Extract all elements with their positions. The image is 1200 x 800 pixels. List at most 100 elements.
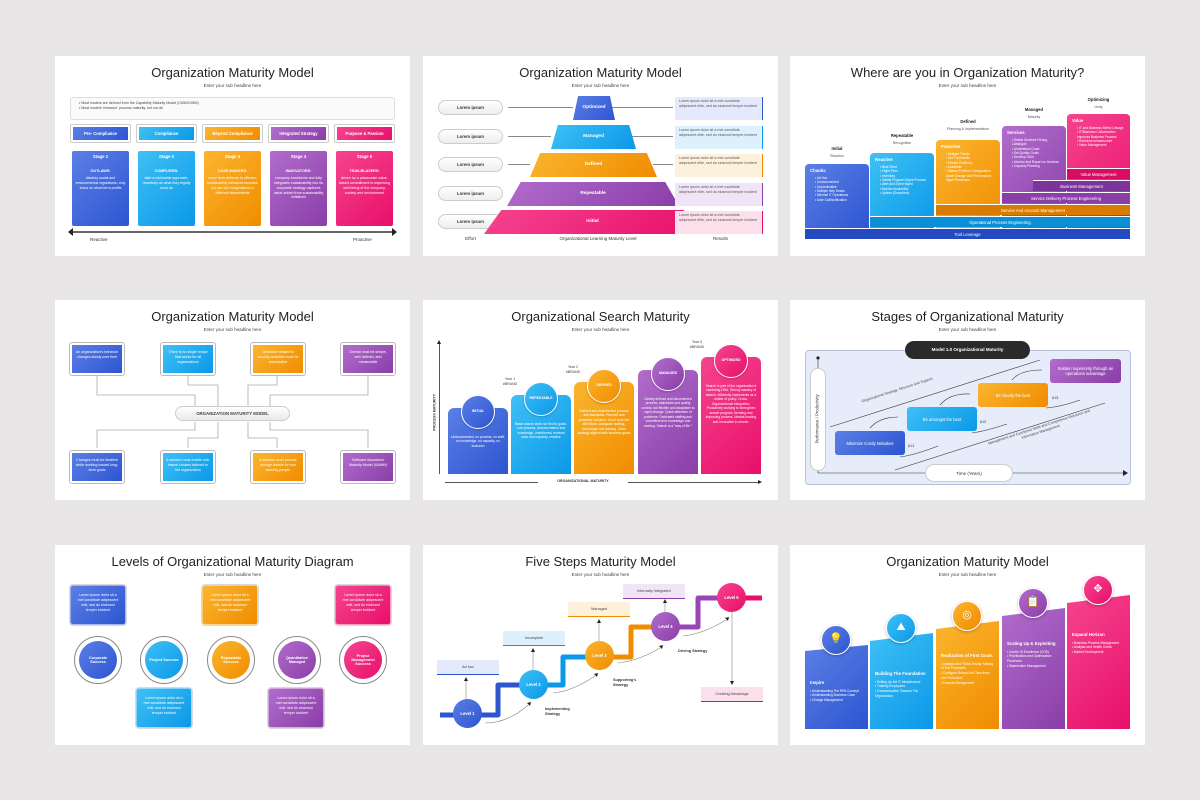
column-heading: Managed — [1024, 107, 1044, 112]
info-card: Lorem ipsum dolor sit a met constitute a… — [70, 585, 126, 625]
capability-bar: Operational Process Engineering — [870, 216, 1130, 227]
slide-pyramid[interactable]: Organization Maturity Model Enter your s… — [423, 56, 778, 256]
column-subheading: Unity — [1094, 105, 1103, 109]
stage-box: Be amongst the best — [907, 407, 977, 431]
stage-box: Sustain superiority through an operation… — [1050, 359, 1121, 383]
stage-card: Stage 3 CASE-MAKERS: move from defense t… — [204, 151, 261, 226]
target-icon: ◎ — [952, 601, 982, 631]
y-axis-label: PROCESS MATURITY — [432, 393, 437, 431]
level-circle: Level 2 — [519, 670, 548, 699]
success-circle: Project Management Success — [344, 641, 382, 679]
ring — [140, 636, 188, 684]
clipboard-icon: 📋 — [1018, 588, 1048, 618]
slide-search-maturity[interactable]: Organizational Search Maturity Enter you… — [423, 300, 778, 500]
result-box: Lorem ipsum dolor sit a met constitute a… — [675, 211, 763, 234]
slide-title: Organization Maturity Model — [886, 554, 1049, 569]
column-subheading: Reaction — [830, 154, 844, 158]
delta-time-label: Δ t2 — [980, 420, 987, 424]
column-subheading: Planning & Implementation — [947, 127, 989, 131]
level-tag: Incomplete — [503, 631, 565, 646]
slide-maturity-columns[interactable]: Organization Maturity Model Enter your s… — [790, 545, 1145, 745]
slide-title: Stages of Organizational Maturity — [871, 309, 1064, 324]
phase-column: Realization of First Goals Analysis And … — [936, 621, 999, 729]
result-box: Lorem ipsum dolor sit a met constitute a… — [675, 154, 763, 177]
ring — [273, 636, 321, 684]
arrow-right-icon — [758, 480, 762, 484]
y-axis-line — [439, 344, 440, 474]
column-subheading: Recognition — [892, 141, 912, 145]
arrow-up-icon — [437, 340, 441, 344]
category-header: Compliance — [136, 124, 197, 143]
pyramid-level: Repeatable — [507, 182, 679, 206]
stage-card: Stage 4 INNOVATORS: company transforms a… — [270, 151, 327, 226]
step-circle: OPTIMIZED — [714, 344, 748, 378]
x-axis-label: ORGANIZATIONAL MATURITY — [538, 479, 628, 484]
slide-title: Organization Maturity Model — [519, 65, 682, 80]
arrow-left-icon — [68, 228, 73, 236]
slide-levels-diagram[interactable]: Levels of Organizational Maturity Diagra… — [55, 545, 410, 745]
slide-subtitle: Enter your sub headline here — [938, 83, 997, 88]
arrow-line — [508, 136, 551, 137]
level-circle: Level 4 — [651, 612, 680, 641]
success-circle: Quantitative Managed — [278, 641, 316, 679]
level-tag: Ad hoc — [437, 660, 499, 675]
footer-maturity-level: Organizational Learning Maturity Level — [559, 236, 637, 241]
arrow-line — [508, 164, 530, 165]
pyramid-level: Managed — [551, 125, 636, 149]
axis-label-proactive: Proactive — [353, 237, 372, 242]
capability-bar: Value Management — [1067, 168, 1130, 179]
info-card: Lorem ipsum dolor sit a met constitute a… — [335, 585, 391, 625]
stage-box: Minimize Costly Mistakes — [835, 431, 905, 455]
effort-pill: Lorem ipsum — [438, 186, 503, 201]
category-header: Pre- Compliance — [70, 124, 131, 143]
ring — [207, 636, 255, 684]
info-card: Lorem ipsum dolor sit a met constitute a… — [268, 688, 324, 728]
arrow-line — [632, 136, 673, 137]
category-header: Integrated Strategy — [268, 124, 329, 143]
maturity-box: Proactive Analyse TrendsSet ThresholdsPr… — [936, 140, 1000, 231]
idea-card: Software Assurance Maturity Model (SAMM) — [340, 450, 396, 484]
level-tag: Managed — [568, 602, 630, 617]
column-heading: Optimizing — [1087, 97, 1110, 102]
capability-bar: Tool Leverage — [805, 228, 1130, 239]
column-heading: Initial — [831, 146, 843, 151]
year-label: Year 1 #BRAND — [502, 377, 518, 386]
column-subheading: Maturity — [1027, 115, 1041, 119]
slide-stages-maturity[interactable]: Organization Maturity Model Enter your s… — [55, 56, 410, 256]
idea-card: An organization's behavior changes slowl… — [69, 342, 125, 376]
arrow-line — [653, 164, 673, 165]
info-card: Lorem ipsum dolor sit a met constitute a… — [136, 688, 192, 728]
y-axis-pill — [810, 368, 826, 471]
step-circle: MANAGED — [651, 357, 685, 391]
maturity-box: Chaotic Ad HocUndocumentedUnpredictableM… — [805, 164, 869, 231]
slide-stages-org-maturity[interactable]: Stages of Organizational Maturity Enter … — [790, 300, 1145, 500]
maturity-step: Basic search work not tied to goals. Low… — [511, 395, 571, 474]
arrow-line — [611, 107, 673, 108]
strategy-label: Driving Strategy — [678, 649, 708, 653]
success-circle: Project Success — [145, 641, 183, 679]
slide-title: Organization Maturity Model — [151, 309, 314, 324]
slide-subtitle: Enter your sub headline here — [203, 327, 262, 332]
step-circle: INITIAL — [461, 395, 495, 429]
move-arrows-icon: ✥ — [1083, 575, 1113, 605]
note-item: • Most models are derived from the Capab… — [79, 101, 199, 105]
category-header: Beyond Compliance — [202, 124, 263, 143]
slide-where-are-you[interactable]: Where are you in Organization Maturity? … — [790, 56, 1145, 256]
slide-five-steps[interactable]: Five Steps Maturity Model Enter your sub… — [423, 545, 778, 745]
year-label: Year 2 #BRAND — [565, 365, 581, 374]
stage-card: Stage 2 COMPLIERS: take a minimalist app… — [138, 151, 195, 226]
phase-column: Inspire Understanding The RPA ConceptUnd… — [805, 645, 868, 729]
slide-title: Five Steps Maturity Model — [525, 554, 676, 569]
slide-subtitle: Enter your sub headline here — [571, 327, 630, 332]
level-circle: Level 1 — [453, 699, 482, 728]
slide-title: Where are you in Organization Maturity? — [850, 65, 1085, 80]
idea-card: A solution must enable risk-based choice… — [160, 450, 216, 484]
slide-title: Organization Maturity Model — [151, 65, 314, 80]
pyramid-level: Optimized — [573, 96, 615, 120]
slide-mindmap[interactable]: Organization Maturity Model Enter your s… — [55, 300, 410, 500]
footer-effort: Effort — [465, 236, 476, 241]
notes-box: • Most models are derived from the Capab… — [70, 97, 395, 120]
slide-subtitle: Enter your sub headline here — [203, 83, 262, 88]
delta-time-label: Δ t1 — [908, 444, 915, 448]
ring — [74, 636, 122, 684]
